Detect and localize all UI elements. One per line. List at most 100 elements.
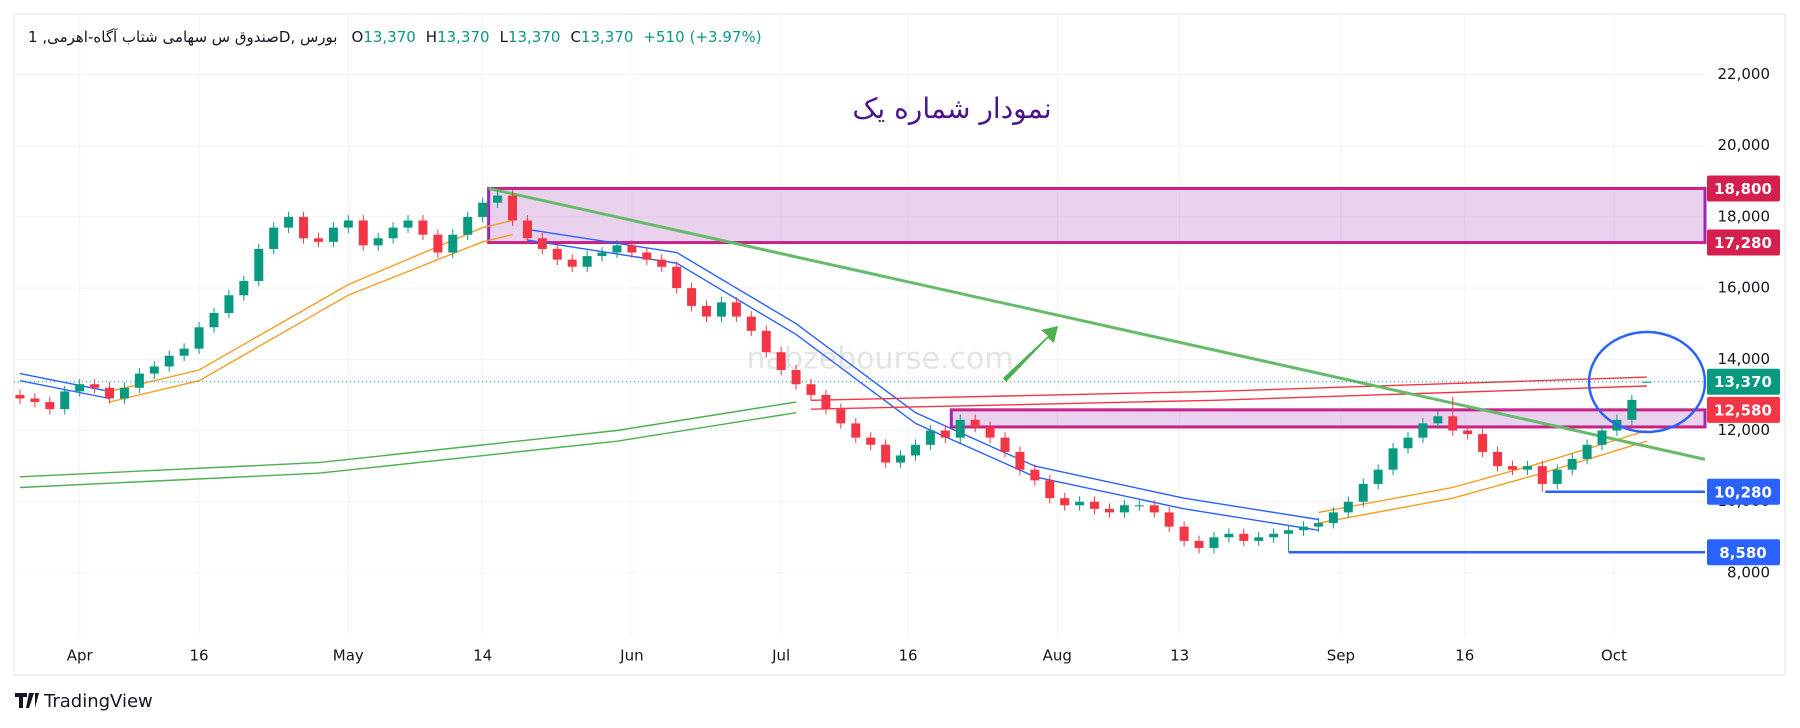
candle-body [567,259,577,267]
chart-frame [13,13,1786,676]
arrow [1003,326,1058,382]
candle-body [716,302,726,317]
price-badge [1707,539,1780,566]
candle-body [1075,501,1085,506]
candle-body [910,444,920,456]
candle-body [761,330,771,353]
candle-body [1388,448,1398,470]
candle-body [687,288,697,306]
candle-body [1209,537,1219,548]
price-badge [1707,229,1780,256]
y-tick-label: 14,000 [1718,350,1771,368]
candle-body [597,252,607,257]
candle-body [1433,416,1443,424]
y-tick-label: 12,000 [1718,421,1771,439]
price-badge-label: 10,280 [1714,483,1772,501]
x-tick-label: 16 [898,647,917,665]
candle-body [105,387,115,399]
candle-body [731,302,741,317]
candle-body [1358,483,1368,502]
ohlc-key: H [426,28,437,46]
candle-body [1000,437,1010,452]
candle-body [881,444,891,463]
y-tick-label: 18,000 [1718,207,1771,225]
candle-body [194,327,204,349]
candle-body [90,384,100,388]
candle-body [119,387,129,399]
candle-body [896,455,906,463]
x-tick-label: 14 [473,647,492,665]
candle-body [1552,469,1562,484]
candle-body [1493,451,1503,467]
x-tick-label: 16 [190,647,209,665]
candle-body [1507,466,1517,470]
candle-body [851,423,861,438]
candle-body [791,370,801,385]
candle-body [179,348,189,356]
price-badge [1707,396,1780,423]
price-badge-label: 17,280 [1714,234,1772,252]
candle-body [702,305,712,317]
candle-body [866,437,876,445]
candle-body [1448,416,1458,431]
candle-body [1328,512,1338,524]
indicator-line [1318,440,1648,524]
candle-body [60,391,70,410]
candle-body [403,220,413,228]
y-tick-label: 20,000 [1718,136,1771,154]
trendline [488,186,1706,461]
candle-body [1373,469,1383,484]
candle-body [15,394,25,399]
candle-body [388,227,398,239]
candle-body [582,256,592,267]
candle-body [1194,540,1204,548]
candle-body [1060,498,1070,506]
indicator-line [109,219,513,393]
indicator-line [19,412,797,489]
candle-body [254,248,264,281]
candle-body [1313,523,1323,527]
zone [949,408,1707,429]
indicator-line [19,401,797,478]
candle-body [164,355,174,367]
indicator-line [527,228,1319,521]
candle-body [493,195,503,203]
ohlc-value: 13,370 [437,28,490,46]
candle-body [1418,423,1428,438]
candle-body [284,216,294,228]
axes: 8,00010,00012,00014,00016,00018,00020,00… [67,65,1780,665]
y-tick-label: 8,000 [1727,563,1770,581]
candle-body [224,295,234,314]
candle-body [1254,537,1264,541]
candle-body [821,394,831,410]
candle-body [537,238,547,249]
candle-body [672,266,682,289]
candle-body [30,398,40,403]
candle-body [985,426,995,438]
legend-header: صندوق س سهامی شتاب آگاه-اهرمی, 1D, بورس O… [28,28,762,46]
price-badge-label: 12,580 [1714,401,1772,419]
price-badge [1707,478,1780,505]
candle-body [299,216,309,239]
candle-body [1582,444,1592,459]
annotations [14,381,1705,554]
candle-body [75,384,85,392]
x-tick-label: Sep [1327,647,1355,665]
candle-body [642,252,652,260]
y-tick-label: 22,000 [1718,65,1771,83]
indicator-line [1318,429,1648,514]
indicator-line [109,234,513,403]
brand-name: TradingView [43,691,153,712]
candle-body [313,238,323,242]
ohlc-key: C [570,28,580,46]
candle-body [806,384,816,395]
x-tick-label: Apr [67,647,94,665]
candle-body [45,402,55,410]
candle-body [269,227,279,249]
ohlc-value: 13,370 [581,28,634,46]
candle-body [134,373,144,388]
candle-body [925,430,935,445]
change: +510 [643,28,684,46]
